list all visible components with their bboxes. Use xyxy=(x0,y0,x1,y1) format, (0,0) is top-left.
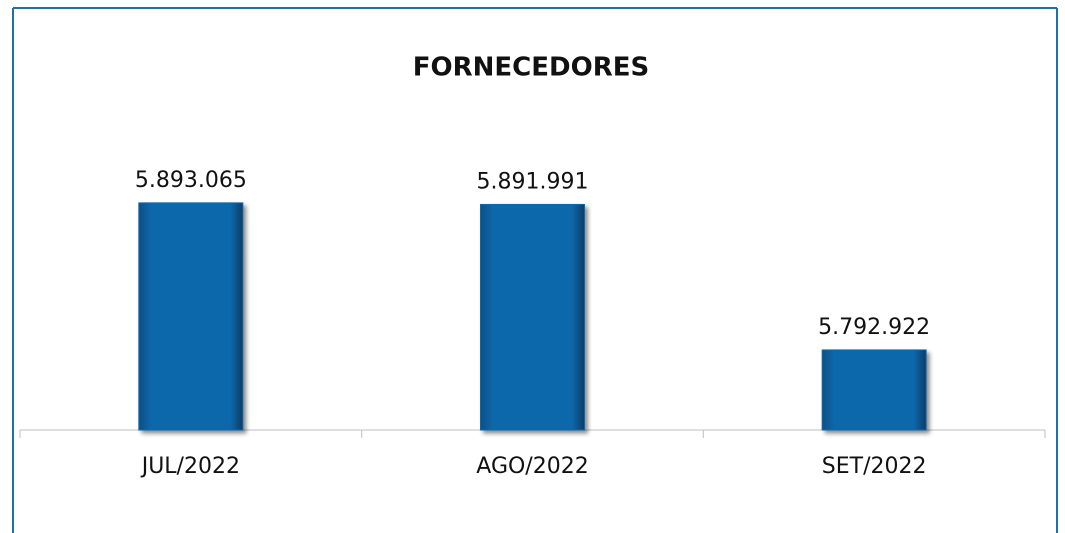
value-label: 5.891.991 xyxy=(477,169,589,194)
chart-title: FORNECEDORES xyxy=(413,53,649,83)
x-tick-label: SET/2022 xyxy=(822,454,927,479)
bar xyxy=(138,202,244,431)
value-label: 5.893.065 xyxy=(135,168,247,193)
x-tick-label: AGO/2022 xyxy=(476,454,588,479)
value-label: 5.792.922 xyxy=(818,315,930,340)
axis-ticks xyxy=(19,430,1046,438)
x-tick-label: JUL/2022 xyxy=(140,454,240,479)
bar xyxy=(480,203,585,431)
bar xyxy=(821,349,927,431)
